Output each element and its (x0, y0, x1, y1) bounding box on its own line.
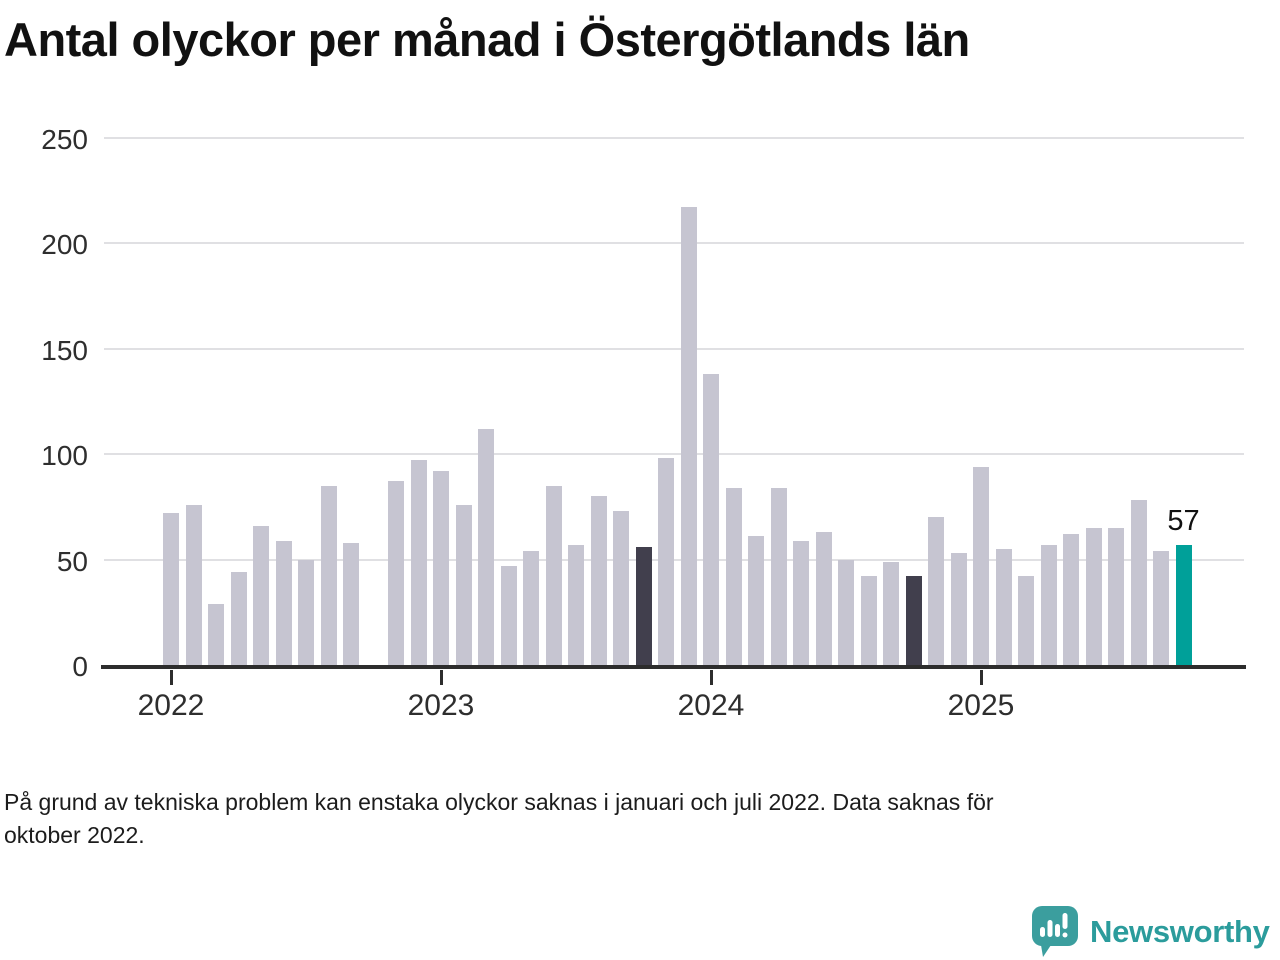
bar-2022-12 (410, 460, 427, 665)
bar-2023-02 (455, 504, 472, 665)
bar-2023-09 (613, 510, 629, 665)
bar-2024-02 (725, 487, 742, 665)
x-axis-tick (709, 670, 713, 685)
x-axis-tick (439, 670, 443, 685)
bar-2024-06 (815, 532, 832, 665)
bar-2024-07 (838, 559, 854, 665)
x-axis-label: 2023 (407, 689, 475, 722)
bar-2023-05 (523, 551, 539, 665)
x-axis-tick (979, 670, 983, 685)
bar-2023-10 (635, 546, 652, 665)
bar-value-label: 57 (1167, 504, 1200, 537)
bar-2023-03 (478, 428, 494, 665)
newsworthy-wordmark: Newsworthy (1090, 913, 1270, 949)
bar-2023-11 (658, 458, 674, 665)
y-axis-label: 100 (41, 440, 88, 471)
bar-2024-05 (793, 540, 809, 665)
bar-2025-10 (1175, 544, 1192, 665)
bar-chart: 0 50 100 150 200 250 2022 2023 2024 2025 57 (41, 123, 1246, 722)
x-axis-tick (169, 670, 173, 685)
bar-2022-05 (253, 525, 269, 665)
bar-2022-03 (208, 603, 224, 665)
bar-2024-11 (928, 517, 944, 665)
chart-footnote: På grund av tekniska problem kan enstaka… (4, 786, 994, 852)
bar-2023-06 (545, 485, 562, 665)
bar-2023-04 (500, 565, 517, 665)
bar-2022-02 (185, 504, 202, 665)
gridline (104, 558, 1244, 561)
bar-2025-06 (1085, 527, 1102, 665)
bar-2025-03 (1018, 576, 1034, 665)
bar-2024-01 (703, 373, 719, 665)
bar-2023-12 (680, 207, 697, 665)
y-axis-label: 150 (41, 334, 88, 366)
bar-2023-08 (590, 496, 607, 665)
chart-title: Antal olyckor per månad i Östergötlands … (4, 13, 970, 66)
bar-2022-08 (320, 485, 337, 665)
newsworthy-chart-bubble-icon (1032, 906, 1078, 957)
gridline (104, 136, 1244, 139)
bar-2022-01 (163, 513, 179, 665)
bar-2024-04 (770, 487, 787, 665)
bar-2024-03 (748, 536, 764, 665)
x-axis-line (101, 665, 1246, 669)
y-axis-label: 0 (72, 651, 88, 682)
bar-2025-01 (973, 466, 989, 665)
x-axis-label: 2024 (677, 689, 745, 722)
bar-2022-11 (388, 481, 404, 665)
bar-2023-01 (433, 470, 449, 665)
bar-2022-06 (275, 540, 292, 665)
bar-2025-02 (995, 548, 1012, 665)
bar-2022-09 (343, 542, 359, 665)
y-axis-label: 250 (41, 123, 88, 155)
gridline (104, 347, 1244, 350)
newsworthy-logo: Newsworthy (1031, 905, 1270, 958)
bar-2022-04 (230, 572, 247, 665)
bar-2025-09 (1153, 551, 1169, 665)
bar-2024-10 (905, 576, 922, 665)
bar-2022-07 (298, 559, 314, 665)
bar-2025-08 (1130, 500, 1147, 665)
footnote-line: oktober 2022. (4, 822, 145, 848)
bar-2025-07 (1108, 527, 1124, 665)
bar-2024-09 (883, 561, 899, 665)
gridline (104, 453, 1244, 455)
x-axis-label: 2025 (947, 689, 1015, 722)
gridline (104, 242, 1244, 244)
y-axis-label: 50 (56, 545, 88, 577)
bar-2025-05 (1063, 534, 1079, 665)
footnote-line: På grund av tekniska problem kan enstaka… (4, 789, 994, 815)
bar-2024-08 (860, 576, 877, 665)
x-axis-label: 2022 (137, 689, 205, 722)
y-axis-label: 200 (41, 229, 88, 260)
bar-2023-07 (568, 544, 584, 665)
bar-2025-04 (1040, 544, 1057, 665)
bar-2024-12 (950, 553, 967, 665)
